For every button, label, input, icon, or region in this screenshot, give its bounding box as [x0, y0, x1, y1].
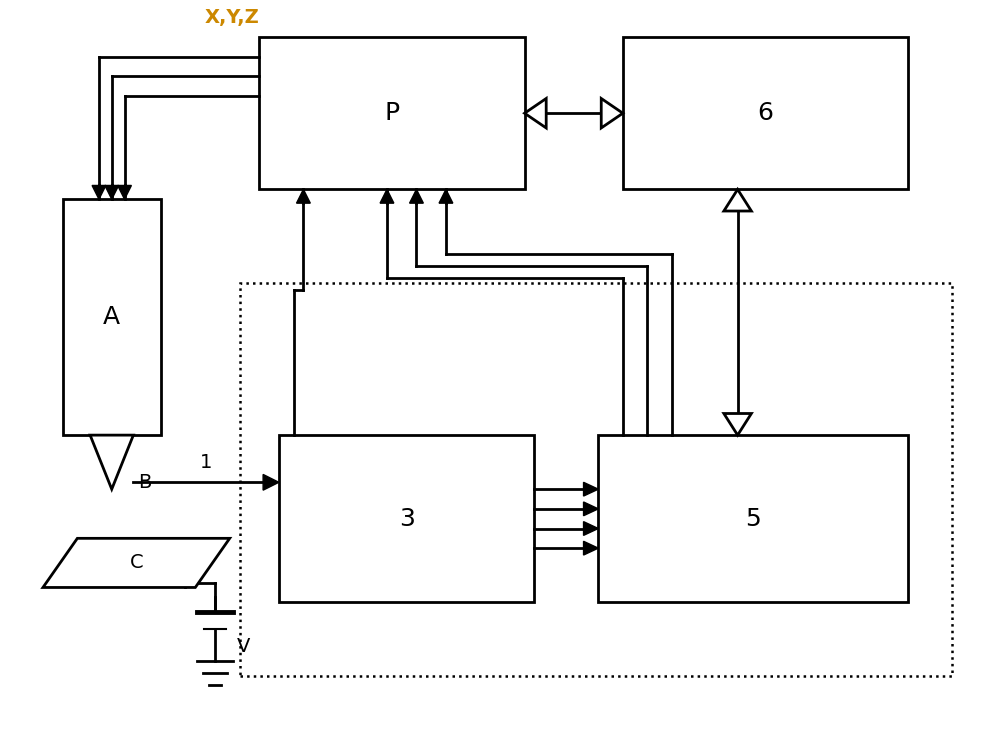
- Text: B: B: [138, 472, 152, 492]
- Text: 1: 1: [200, 454, 212, 472]
- Bar: [240, 283, 952, 676]
- Text: 3: 3: [399, 507, 415, 530]
- Polygon shape: [92, 185, 106, 199]
- Polygon shape: [263, 475, 279, 490]
- Polygon shape: [601, 98, 623, 128]
- Text: 6: 6: [757, 101, 773, 125]
- Polygon shape: [439, 190, 453, 203]
- Polygon shape: [724, 190, 751, 211]
- Polygon shape: [724, 414, 751, 435]
- Text: V: V: [237, 637, 250, 656]
- Polygon shape: [584, 502, 598, 516]
- Polygon shape: [525, 98, 546, 128]
- Polygon shape: [118, 185, 131, 199]
- Polygon shape: [297, 190, 310, 203]
- Text: P: P: [384, 101, 399, 125]
- Bar: [259, 37, 525, 190]
- Polygon shape: [43, 539, 230, 588]
- Bar: [63, 199, 161, 435]
- Bar: [279, 435, 534, 602]
- Polygon shape: [584, 542, 598, 555]
- Bar: [623, 37, 908, 190]
- Polygon shape: [105, 185, 119, 199]
- Bar: [598, 435, 908, 602]
- Text: C: C: [130, 554, 143, 572]
- Polygon shape: [584, 482, 598, 496]
- Polygon shape: [584, 522, 598, 536]
- Text: X,Y,Z: X,Y,Z: [205, 8, 260, 28]
- Polygon shape: [410, 190, 423, 203]
- Text: 5: 5: [745, 507, 761, 530]
- Polygon shape: [380, 190, 394, 203]
- Text: A: A: [103, 305, 120, 329]
- Polygon shape: [90, 435, 133, 490]
